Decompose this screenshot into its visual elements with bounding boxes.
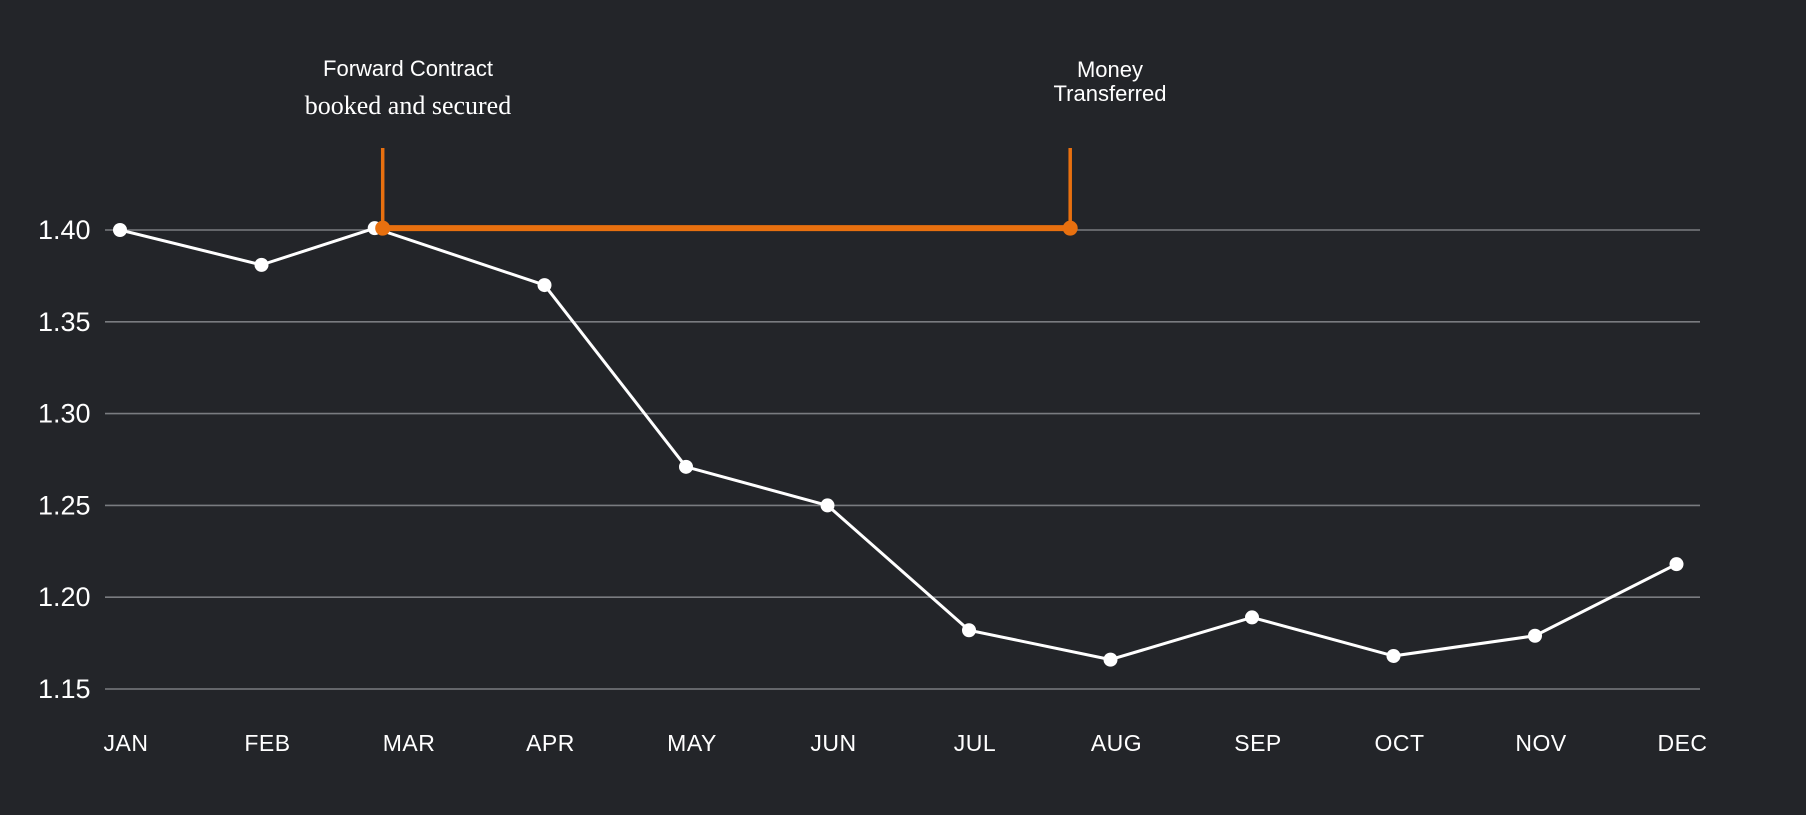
x-tick-label: OCT: [1374, 730, 1424, 756]
data-point: [1103, 652, 1118, 667]
annotation-forward-contract: Forward Contract: [323, 56, 493, 81]
y-tick-label: 1.20: [38, 582, 91, 612]
data-point: [254, 257, 269, 272]
x-axis-ticks: JAN FEB MAR APR MAY JUN JUL AUG SEP OCT NOV DEC: [104, 730, 1708, 756]
y-tick-label: 1.30: [38, 399, 91, 429]
grid-lines: [105, 229, 1700, 690]
x-tick-label: AUG: [1091, 730, 1142, 756]
data-point: [820, 498, 835, 513]
data-point: [1386, 648, 1401, 663]
y-tick-label: 1.15: [38, 674, 91, 704]
x-tick-label: FEB: [244, 730, 290, 756]
x-tick-label: SEP: [1234, 730, 1282, 756]
rate-series: [113, 220, 1684, 667]
x-tick-label: MAR: [383, 730, 436, 756]
data-point: [1669, 557, 1684, 572]
y-tick-label: 1.40: [38, 215, 91, 245]
x-tick-label: JUL: [954, 730, 996, 756]
data-point: [1528, 628, 1542, 643]
data-point: [537, 278, 552, 293]
x-tick-label: APR: [526, 730, 575, 756]
x-tick-label: DEC: [1657, 730, 1707, 756]
data-point: [679, 459, 693, 474]
data-point: [113, 223, 127, 237]
x-tick-label: JUN: [810, 730, 856, 756]
annotation-transferred: Transferred: [1054, 81, 1167, 106]
data-point: [1245, 610, 1259, 625]
transfer-dot: [1062, 220, 1078, 236]
y-axis-ticks: 1.40 1.35 1.30 1.25 1.20 1.15: [38, 215, 91, 704]
x-tick-label: JAN: [104, 730, 149, 756]
y-tick-label: 1.25: [38, 490, 91, 520]
annotation-booked-secured: booked and secured: [305, 91, 511, 120]
contract-start-dot: [375, 220, 391, 236]
x-tick-label: MAY: [667, 730, 717, 756]
annotation-money: Money: [1077, 57, 1143, 82]
data-point: [962, 623, 976, 638]
series-line: [119, 226, 1678, 662]
x-tick-label: NOV: [1515, 730, 1567, 756]
forward-contract-highlight: Forward Contract booked and secured Mone…: [305, 56, 1167, 232]
y-tick-label: 1.35: [38, 307, 91, 337]
